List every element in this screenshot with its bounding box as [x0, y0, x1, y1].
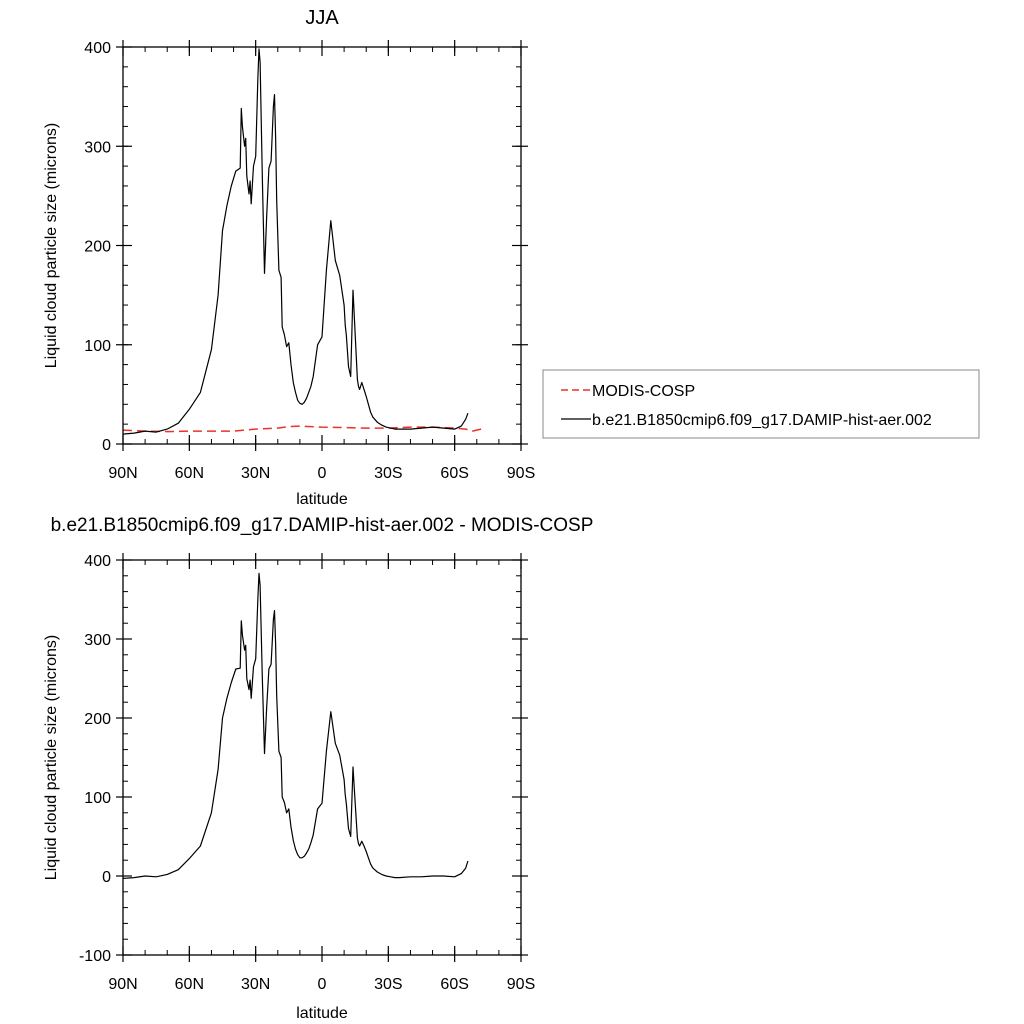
x-tick-label: 60S: [440, 976, 468, 993]
y-tick-label: 0: [102, 869, 111, 886]
x-tick-label: 30S: [374, 976, 402, 993]
chart-panel-1: JJA 0 100 200 300 400 90N 60N 30N 0 30S 60S 90S latit…: [43, 7, 980, 508]
series-line-modis-cosp: [123, 425, 486, 433]
series-line-model: [123, 572, 469, 879]
legend-label: b.e21.B1850cmip6.f09_g17.DAMIP-hist-aer.…: [592, 412, 932, 429]
legend-label: MODIS-COSP: [592, 383, 695, 400]
x-tick-label: 30N: [241, 465, 270, 482]
y-axis-label: Liquid cloud particle size (microns): [43, 635, 60, 880]
y-tick-label: 200: [84, 711, 111, 728]
series-line-model: [123, 48, 469, 435]
y-tick-label: 300: [84, 139, 111, 156]
x-axis-label: latitude: [296, 491, 348, 508]
x-tick-label: 30N: [241, 976, 270, 993]
y-tick-label: -100: [79, 948, 111, 965]
y-tick-label: 400: [84, 553, 111, 570]
chart-title: b.e21.B1850cmip6.f09_g17.DAMIP-hist-aer.…: [51, 515, 594, 536]
x-tick-label: 90S: [507, 976, 535, 993]
plot-frame: [122, 559, 522, 956]
y-tick-label: 100: [84, 790, 111, 807]
x-tick-label: 90S: [507, 465, 535, 482]
legend: MODIS-COSP b.e21.B1850cmip6.f09_g17.DAMIP…: [542, 369, 980, 439]
x-tick-label: 30S: [374, 465, 402, 482]
x-tick-label: 90N: [108, 465, 137, 482]
x-tick-label: 90N: [108, 976, 137, 993]
x-tick-label: 60S: [440, 465, 468, 482]
chart-panel-2: b.e21.B1850cmip6.f09_g17.DAMIP-hist-aer.…: [43, 515, 593, 1022]
x-tick-label: 0: [318, 465, 327, 482]
y-tick-label: 0: [102, 437, 111, 454]
y-tick-label: 100: [84, 338, 111, 355]
plot-frame: [122, 46, 522, 445]
x-axis-label: latitude: [296, 1005, 348, 1022]
x-tick-label: 60N: [175, 976, 204, 993]
x-tick-label: 60N: [175, 465, 204, 482]
y-tick-label: 300: [84, 632, 111, 649]
legend-box: [542, 369, 980, 439]
x-tick-label: 0: [318, 976, 327, 993]
y-axis-label: Liquid cloud particle size (microns): [43, 123, 60, 368]
chart-title: JJA: [305, 7, 339, 29]
y-tick-label: 200: [84, 239, 111, 256]
y-tick-label: 400: [84, 40, 111, 57]
